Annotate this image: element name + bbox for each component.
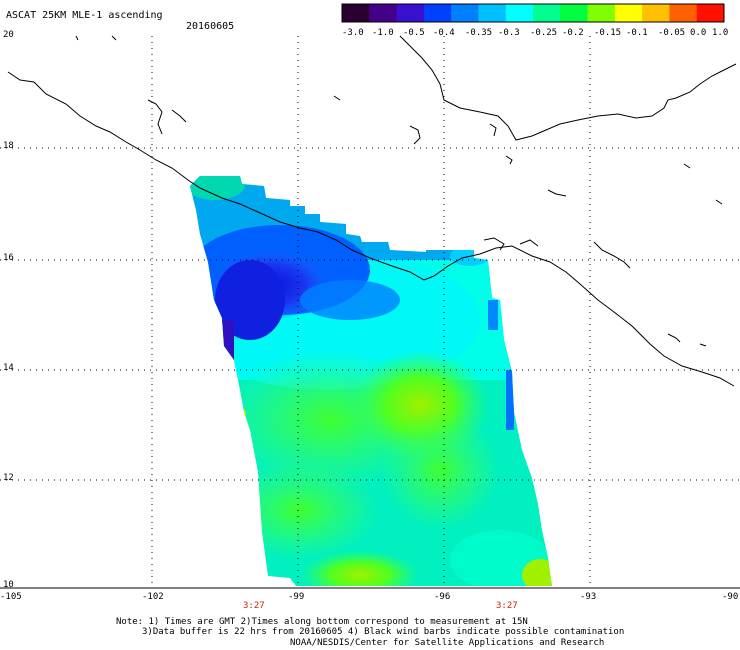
colorbar-swatch (614, 4, 643, 22)
time-label-right: 3:27 (496, 601, 518, 611)
colorbar-swatch (505, 4, 534, 22)
colorbar-swatch (423, 4, 452, 22)
lon-label-102: -102 (142, 592, 164, 602)
colorbar-tick-label: 0.0 (690, 28, 707, 38)
wind-swath (190, 176, 552, 586)
lat-label-18: 18 (3, 141, 14, 151)
map-date: 20160605 (186, 21, 235, 32)
map-title: ASCAT 25KM MLE-1 ascending (6, 10, 163, 21)
colorbar-swatch (696, 4, 725, 22)
colorbar-tick-label: -0.5 (403, 28, 425, 38)
colorbar-tick-label: -0.35 (465, 28, 493, 38)
colorbar-swatch (396, 4, 425, 22)
colorbar-tick-label: -0.3 (498, 28, 520, 38)
coastline (7, 35, 737, 387)
colorbar-tick-label: -3.0 (342, 28, 364, 38)
colorbar (341, 3, 725, 23)
colorbar-tick-label: -0.05 (658, 28, 686, 38)
colorbar-swatch (587, 4, 616, 22)
graticule (0, 36, 740, 588)
lon-label-93: -93 (580, 592, 597, 602)
colorbar-tick-label: -0.15 (594, 28, 622, 38)
time-label-left: 3:27 (243, 601, 265, 611)
colorbar-tick-label: -0.1 (626, 28, 648, 38)
lat-label-10: 10 (3, 580, 14, 590)
colorbar-swatch (342, 4, 370, 22)
colorbar-swatch (369, 4, 398, 22)
lat-label-20: 20 (3, 30, 14, 40)
lat-label-14: 14 (3, 363, 14, 373)
colorbar-swatch (669, 4, 698, 22)
colorbar-swatch (478, 4, 507, 22)
colorbar-tick-label: -0.25 (530, 28, 558, 38)
colorbar-swatch (451, 4, 479, 22)
lon-label-96: -96 (434, 592, 451, 602)
lon-label-99: -99 (288, 592, 305, 602)
colorbar-tick-label: -1.0 (372, 28, 394, 38)
note-line-1: Note: 1) Times are GMT 2)Times along bot… (116, 617, 528, 627)
lon-label-90: -90 (722, 592, 739, 602)
colorbar-swatch (533, 4, 561, 22)
note-line-2: 3)Data buffer is 22 hrs from 20160605 4)… (142, 627, 625, 637)
colorbar-tick-label: 1.0 (712, 28, 729, 38)
note-line-3: NOAA/NESDIS/Center for Satellite Applica… (290, 638, 605, 648)
colorbar-tick-label: -0.4 (433, 28, 455, 38)
colorbar-border (341, 3, 725, 23)
colorbar-tick-label: -0.2 (562, 28, 584, 38)
lat-label-16: 16 (3, 253, 14, 263)
colorbar-swatch (642, 4, 670, 22)
colorbar-swatch (560, 4, 589, 22)
lon-label-105: -105 (0, 592, 22, 602)
lat-label-12: 12 (3, 473, 14, 483)
